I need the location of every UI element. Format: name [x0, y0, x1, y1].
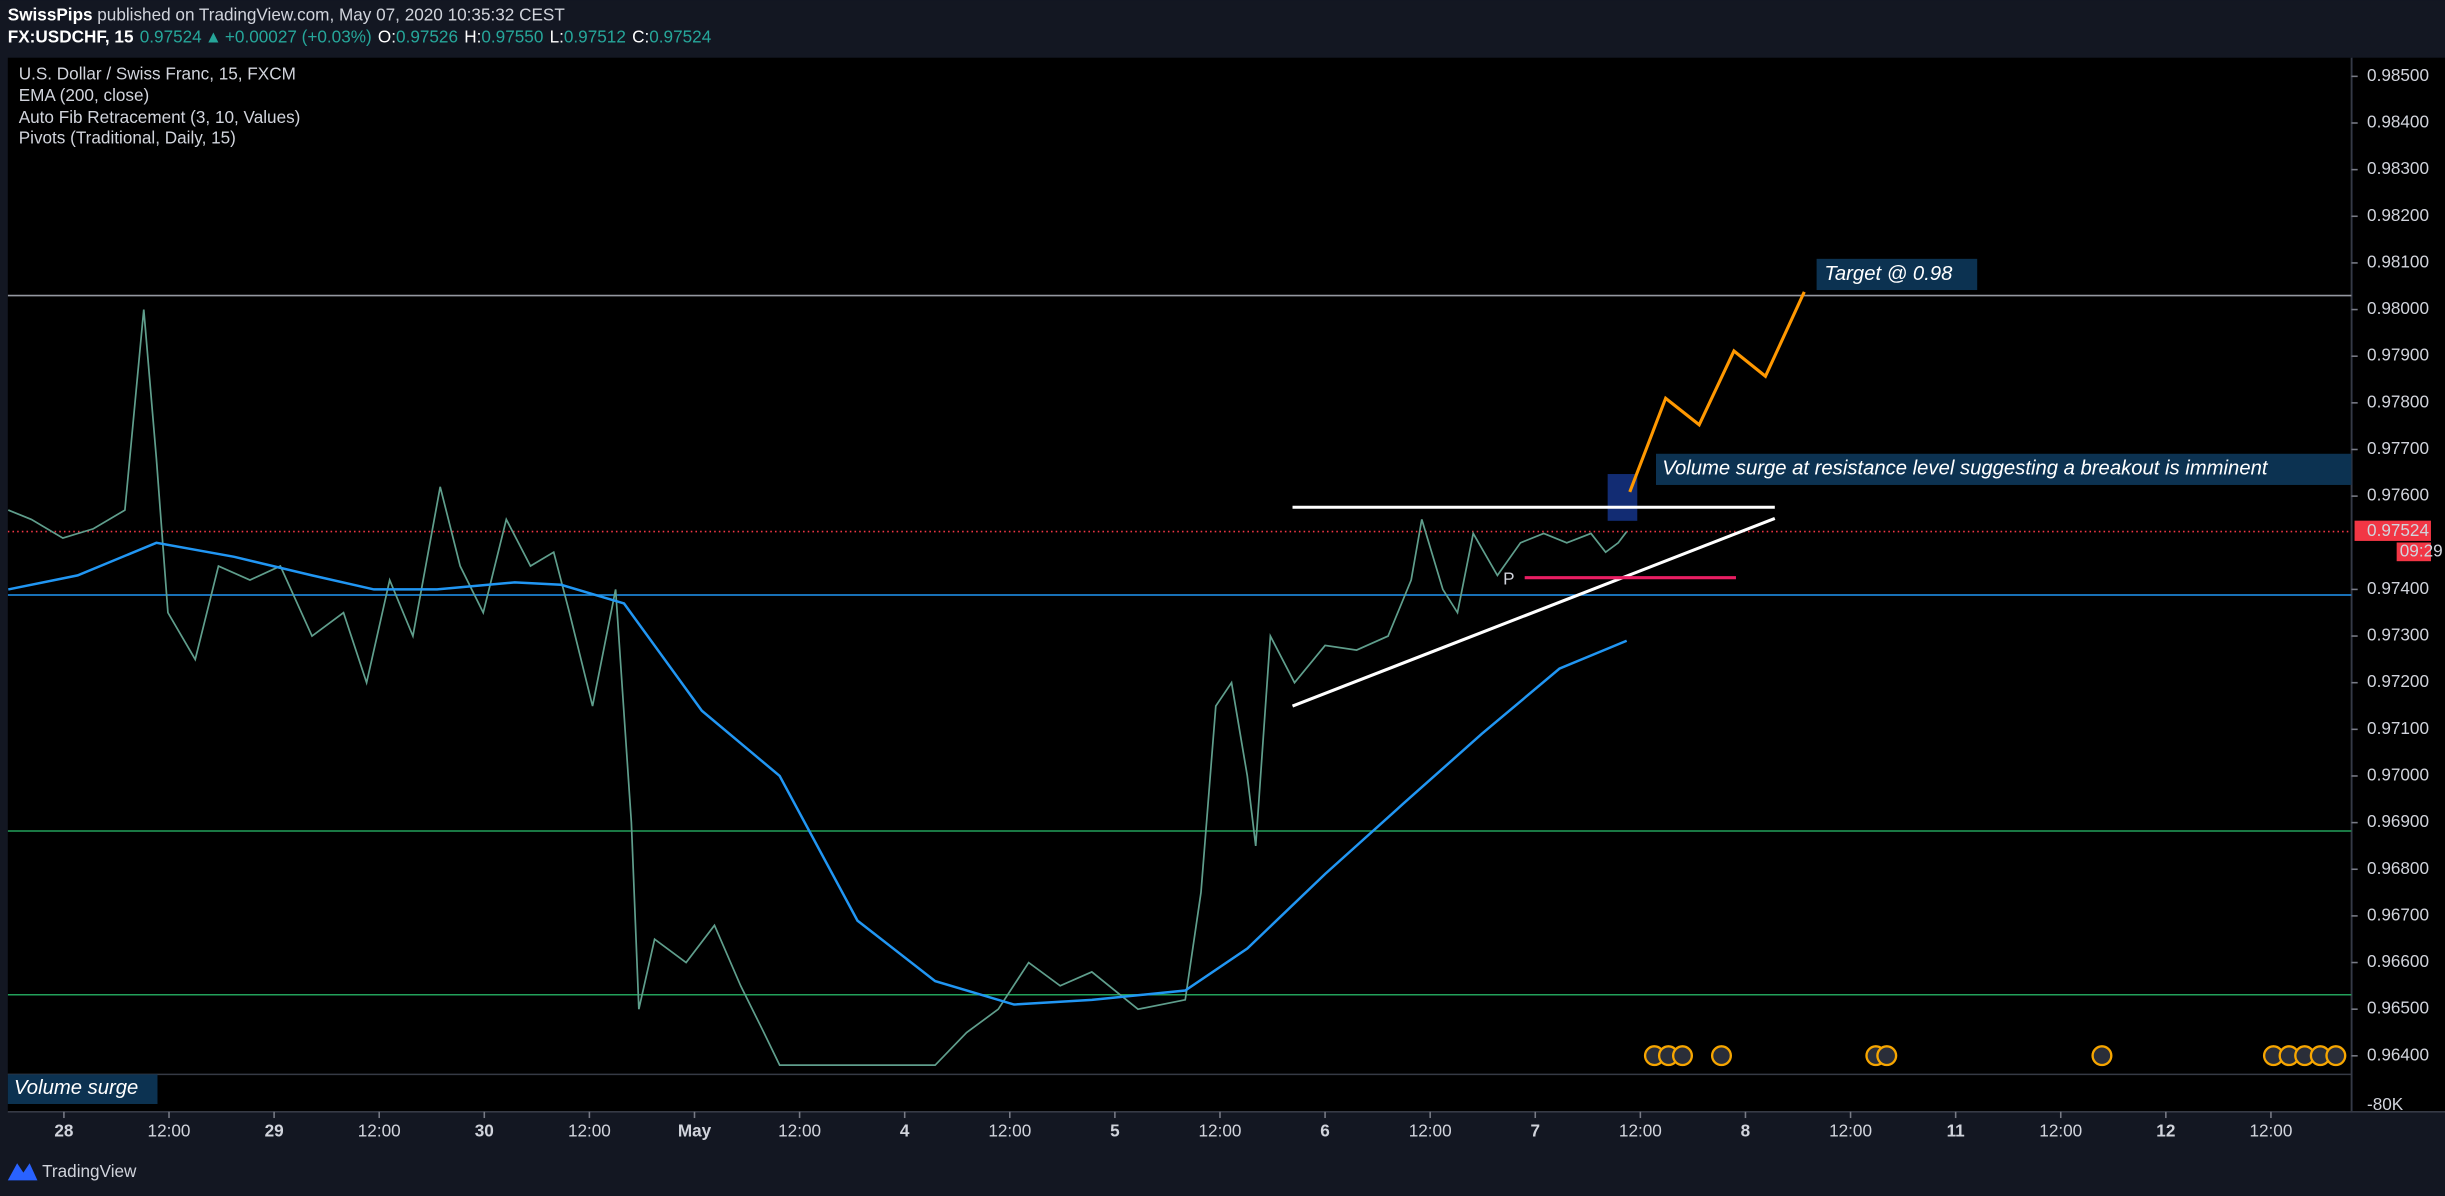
series-line — [8, 541, 1628, 1006]
x-tick-label: 12:00 — [1409, 1121, 1452, 1141]
x-tick-label: 12:00 — [988, 1121, 1031, 1141]
y-tick-label: 0.97900 — [2367, 345, 2429, 365]
y-tick-label: 0.97000 — [2367, 765, 2429, 785]
y-tick-label: 0.98100 — [2367, 251, 2429, 271]
arrow: ▲ — [205, 26, 222, 46]
event-icon — [1710, 1045, 1733, 1067]
ohlc-value: 0.97524 — [649, 26, 711, 46]
x-tick-label: 7 — [1530, 1121, 1540, 1141]
y-tick-label: 0.97100 — [2367, 718, 2429, 738]
x-tick-label: 30 — [475, 1121, 494, 1141]
ohlc-label: L: — [550, 26, 564, 46]
annotation: Volume surge — [14, 1077, 138, 1099]
countdown-tag — [2396, 542, 2431, 562]
price-tag — [2354, 520, 2431, 541]
x-tick-label: 28 — [54, 1121, 73, 1141]
y-tick-label: 0.98500 — [2367, 65, 2429, 85]
plot — [7, 294, 2352, 1067]
annotation-box — [7, 1074, 158, 1104]
event-icon — [2325, 1045, 2347, 1067]
y-tick-label: 0.97600 — [2367, 485, 2429, 505]
x-tick-label: 12 — [2156, 1121, 2175, 1141]
author: SwissPips — [8, 4, 93, 24]
y-tick-label: 0.97400 — [2367, 578, 2429, 598]
x-tick-label: 4 — [900, 1121, 910, 1141]
y-tick-label: 0.98200 — [2367, 205, 2429, 225]
countdown-label: 09:29 — [2400, 540, 2443, 560]
x-tick-label: 8 — [1741, 1121, 1751, 1141]
price-tag-label: 0.97524 — [2367, 520, 2429, 540]
published: published on TradingView.com, May 07, 20… — [97, 4, 565, 24]
indicator: Auto Fib Retracement (3, 10, Values) — [19, 107, 301, 127]
annotation: Volume surge at resistance level suggest… — [1662, 458, 2269, 480]
event-icons — [1643, 1045, 2347, 1067]
x-tick-label: 5 — [1110, 1121, 1120, 1141]
chart-title: U.S. Dollar / Swiss Franc, 15, FXCM — [19, 63, 296, 83]
annotation: Target @ 0.98 — [1824, 263, 1953, 285]
event-icon — [1671, 1045, 1694, 1067]
y-tick-label: 0.98300 — [2367, 158, 2429, 178]
x-tick-label: 12:00 — [2039, 1121, 2082, 1141]
ohlc-value: 0.97526 — [396, 26, 458, 46]
pivot-label: P — [1503, 569, 1514, 589]
ohlc-value: 0.97512 — [564, 26, 626, 46]
drawing — [1628, 291, 1806, 493]
indicator: Pivots (Traditional, Daily, 15) — [19, 127, 236, 147]
symbol-line: FX:USDCHF, 15 0.97524 ▲ +0.00027 (+0.03%) O:… — [8, 26, 712, 46]
y-tick-label: 0.98000 — [2367, 298, 2429, 318]
ohlc-label: H: — [464, 26, 481, 46]
x-tick-label: 12:00 — [1829, 1121, 1872, 1141]
x-tick-label: May — [678, 1121, 712, 1141]
y-tick-label: 0.97700 — [2367, 438, 2429, 458]
y-tick-label: 0.96600 — [2367, 951, 2429, 971]
change: +0.00027 (+0.03%) — [225, 26, 372, 46]
x-tick-label: 12:00 — [778, 1121, 821, 1141]
event-icon — [1876, 1045, 1898, 1067]
x-tick-label: 11 — [1947, 1121, 1966, 1141]
y-tick-label: 0.96700 — [2367, 904, 2429, 924]
price-axis — [2353, 57, 2445, 1112]
x-tick-label: 12:00 — [2249, 1121, 2292, 1141]
y-tick-label: 0.96500 — [2367, 998, 2429, 1018]
ohlc-value: 0.97550 — [481, 26, 543, 46]
last: 0.97524 — [140, 26, 202, 46]
x-tick-label: 12:00 — [568, 1121, 611, 1141]
y-tick-label: 0.98400 — [2367, 112, 2429, 132]
header-line: SwissPips published on TradingView.com, M… — [8, 4, 566, 24]
ohlc-label: C: — [632, 26, 649, 46]
volume-axis-label: -80K — [2367, 1094, 2404, 1114]
logo — [7, 1163, 38, 1181]
annotation-box — [1655, 453, 2352, 485]
plot-area — [7, 57, 2352, 1112]
brand: TradingView — [42, 1161, 137, 1181]
x-tick-label: 12:00 — [1619, 1121, 1662, 1141]
y-tick-label: 0.97300 — [2367, 625, 2429, 645]
drawing — [1291, 517, 1776, 708]
y-tick-label: 0.97800 — [2367, 391, 2429, 411]
annotation-box — [1816, 258, 1978, 291]
x-tick-label: 12:00 — [358, 1121, 401, 1141]
y-tick-label: 0.96900 — [2367, 811, 2429, 831]
ohlc-label: O: — [378, 26, 396, 46]
series-line — [7, 309, 1628, 1067]
x-tick-label: 29 — [265, 1121, 284, 1141]
x-tick-label: 12:00 — [1199, 1121, 1242, 1141]
y-tick-label: 0.97200 — [2367, 671, 2429, 691]
event-icon — [2091, 1045, 2113, 1067]
y-tick-label: 0.96800 — [2367, 858, 2429, 878]
x-tick-label: 12:00 — [148, 1121, 191, 1141]
symbol: FX:USDCHF, 15 — [8, 26, 134, 46]
x-tick-label: 6 — [1320, 1121, 1330, 1141]
y-tick-label: 0.96400 — [2367, 1044, 2429, 1064]
indicator: EMA (200, close) — [19, 85, 150, 105]
